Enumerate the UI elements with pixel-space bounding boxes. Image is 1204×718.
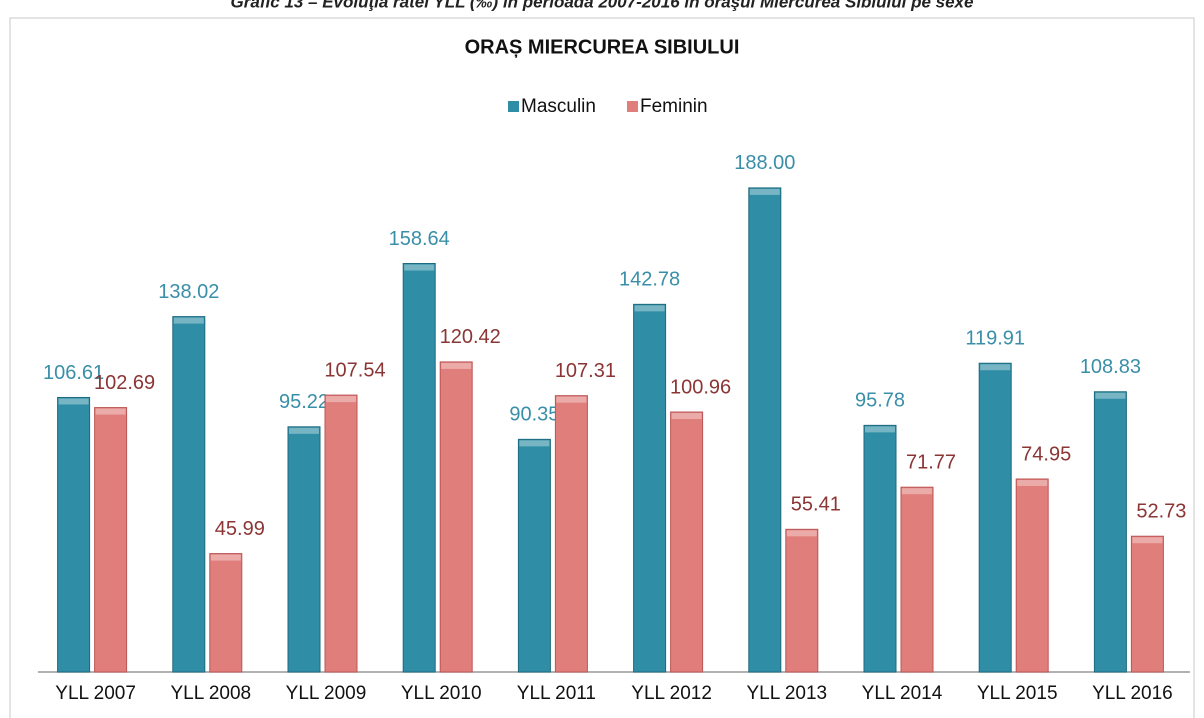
bar xyxy=(1015,478,1049,673)
bar xyxy=(633,303,667,673)
bar xyxy=(900,486,934,673)
data-label: 90.35 xyxy=(509,404,559,426)
x-tick-label: YLL 2011 xyxy=(517,683,596,704)
x-tick-label: YLL 2009 xyxy=(286,683,367,704)
x-tick-label: YLL 2016 xyxy=(1092,683,1173,704)
x-tick-label: YLL 2013 xyxy=(746,683,827,704)
data-label: 74.95 xyxy=(1021,443,1071,465)
bar xyxy=(209,553,243,673)
bar xyxy=(978,362,1012,673)
bar xyxy=(94,407,128,673)
data-label: 158.64 xyxy=(389,228,450,250)
data-label: 102.69 xyxy=(94,372,155,394)
bar-top xyxy=(441,362,472,369)
bar-top xyxy=(1017,480,1048,487)
caption: Grafic 13 – Evoluţia ratei YLL (‰) în pe… xyxy=(231,0,974,11)
bar-top xyxy=(210,554,241,561)
bar-top xyxy=(634,305,665,312)
x-tick-label: YLL 2015 xyxy=(977,683,1058,704)
bar-top xyxy=(404,264,435,271)
data-label: 52.73 xyxy=(1136,501,1186,523)
x-tick-label: YLL 2012 xyxy=(631,683,712,704)
x-tick-label: YLL 2014 xyxy=(862,683,943,704)
bar-top xyxy=(173,317,204,324)
bar xyxy=(1130,535,1164,673)
data-label: 107.54 xyxy=(324,359,385,381)
bar xyxy=(402,263,436,673)
data-label: 95.78 xyxy=(855,390,905,412)
data-label: 71.77 xyxy=(906,451,956,473)
bar xyxy=(287,426,321,673)
bar xyxy=(748,187,782,673)
bar xyxy=(785,528,819,673)
bar-top xyxy=(865,426,895,433)
bar-top xyxy=(786,530,817,537)
bar-top xyxy=(556,396,587,403)
bar xyxy=(1093,391,1127,673)
legend-label: Masculin xyxy=(521,96,596,117)
bar xyxy=(439,361,473,673)
data-label: 119.91 xyxy=(965,328,1025,350)
bar-top xyxy=(95,408,126,415)
bar xyxy=(57,396,91,673)
bar-top xyxy=(326,396,356,403)
data-label: 45.99 xyxy=(215,518,265,540)
data-label: 120.42 xyxy=(440,326,501,348)
data-label: 142.78 xyxy=(619,269,680,291)
data-label: 138.02 xyxy=(158,281,219,303)
bar xyxy=(324,394,358,673)
chart-title: ORAȘ MIERCUREA SIBIULUI xyxy=(465,36,740,58)
bar-top xyxy=(519,440,550,447)
legend-swatch xyxy=(626,101,638,112)
data-label: 100.96 xyxy=(670,376,731,398)
data-label: 106.61 xyxy=(43,362,104,384)
bar xyxy=(670,411,704,673)
legend-label: Feminin xyxy=(640,96,708,117)
data-label: 107.31 xyxy=(555,360,616,382)
bar-top xyxy=(980,364,1011,371)
bar xyxy=(863,424,897,673)
data-label: 188.00 xyxy=(734,152,795,174)
legend-swatch xyxy=(508,101,519,112)
data-label: 108.83 xyxy=(1080,356,1141,378)
bar-top xyxy=(1132,537,1163,544)
bar xyxy=(554,395,588,673)
data-label: 95.22 xyxy=(279,391,329,413)
bar-top xyxy=(902,488,932,495)
bar xyxy=(517,438,551,673)
x-tick-label: YLL 2008 xyxy=(170,683,251,704)
x-tick-label: YLL 2010 xyxy=(401,683,482,704)
bar-top xyxy=(671,413,702,420)
bar xyxy=(172,316,206,673)
bar-top xyxy=(289,427,319,434)
bar-top xyxy=(749,188,780,195)
bar-top xyxy=(1095,392,1126,399)
x-tick-label: YLL 2007 xyxy=(55,683,136,704)
bar-top xyxy=(58,398,89,405)
data-label: 55.41 xyxy=(791,494,841,516)
